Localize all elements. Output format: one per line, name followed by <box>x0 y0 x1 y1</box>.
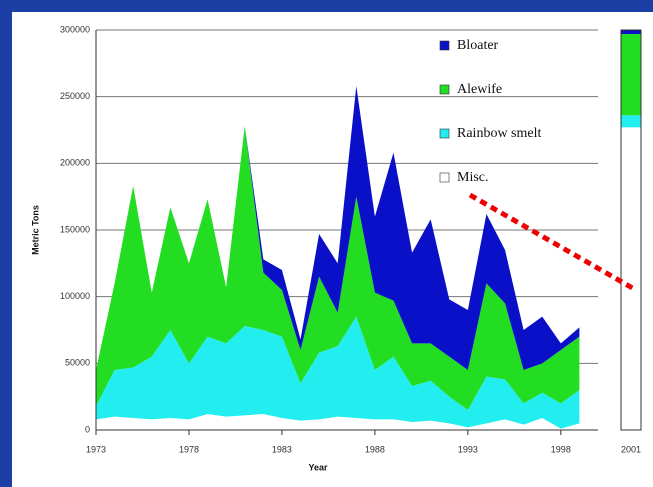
inset-bar-segment <box>621 30 641 34</box>
legend-label: Rainbow smelt <box>457 126 541 141</box>
legend-swatch <box>439 84 450 95</box>
area <box>96 414 580 430</box>
legend-label: Misc. <box>457 170 489 185</box>
x-tick-label: 1988 <box>365 444 385 454</box>
x-tick-label: 1983 <box>272 444 292 454</box>
legend-swatch <box>439 40 450 51</box>
x-axis-label: Year <box>308 462 328 472</box>
legend-swatch <box>439 172 450 183</box>
inset-bar-segment <box>621 115 641 128</box>
area <box>96 316 580 429</box>
inset-bar-outline <box>620 29 642 431</box>
legend-swatch <box>439 128 450 139</box>
y-tick-label: 0 <box>85 424 90 434</box>
y-tick-label: 250000 <box>60 91 90 101</box>
x-tick-label: 1978 <box>179 444 199 454</box>
inset-label: 2001 <box>621 444 641 454</box>
x-tick-label: 1998 <box>551 444 571 454</box>
x-tick-label: 1993 <box>458 444 478 454</box>
y-tick-label: 150000 <box>60 224 90 234</box>
x-tick-label: 1973 <box>86 444 106 454</box>
area <box>96 126 580 410</box>
y-tick-label: 50000 <box>65 358 90 368</box>
y-tick-label: 200000 <box>60 158 90 168</box>
y-tick-label: 300000 <box>60 24 90 34</box>
y-tick-label: 100000 <box>60 291 90 301</box>
area <box>96 86 580 370</box>
y-axis-label: Metric Tons <box>30 205 40 255</box>
pointer-line <box>468 192 638 293</box>
legend-label: Alewife <box>457 82 502 97</box>
inset-bar-segment <box>621 127 641 430</box>
inset-bar-segment <box>621 34 641 116</box>
legend-label: Bloater <box>457 38 499 53</box>
